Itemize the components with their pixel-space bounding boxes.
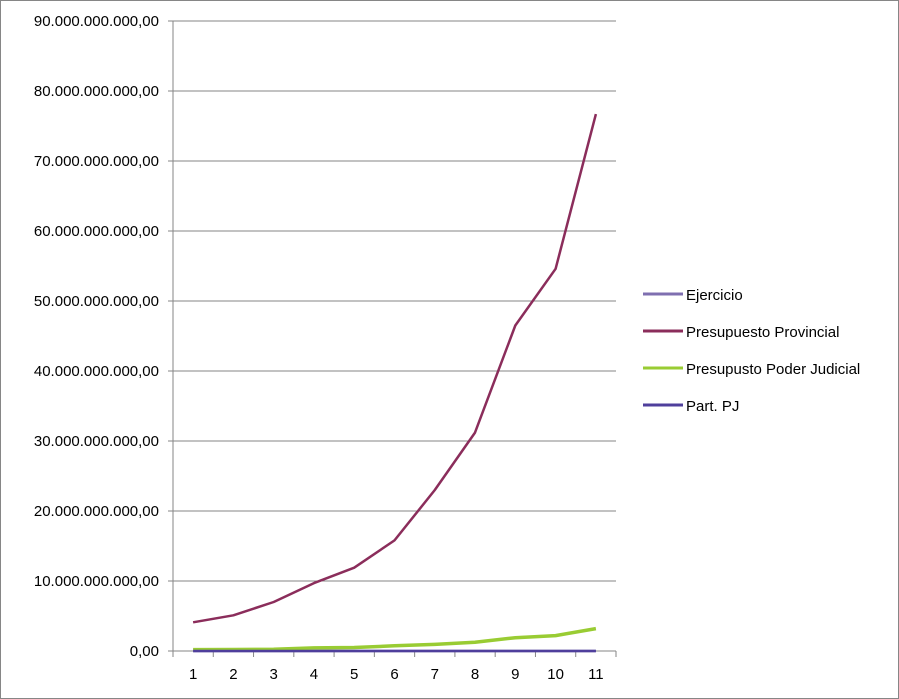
- y-tick-label: 10.000.000.000,00: [34, 573, 159, 590]
- axes: 0,00 10.000.000.000,00 20.000.000.000,00 30…: [34, 13, 617, 683]
- x-tick-label: 3: [270, 666, 278, 683]
- y-tick-label: 30.000.000.000,00: [34, 433, 159, 450]
- y-tick-label: 80.000.000.000,00: [34, 83, 159, 100]
- series-line-3: [193, 626, 597, 652]
- x-tick-label: 1: [189, 666, 197, 683]
- series-line-2: [192, 113, 598, 624]
- x-tick-label: 10: [547, 666, 564, 683]
- legend-label: Part. PJ: [686, 398, 739, 415]
- x-tick-label: 11: [588, 666, 604, 683]
- gridlines: [173, 20, 616, 582]
- y-tick-label: 0,00: [130, 643, 159, 660]
- x-tick-label: 5: [350, 666, 358, 683]
- y-tick-label: 90.000.000.000,00: [34, 13, 159, 30]
- series-lines: [192, 113, 598, 653]
- legend-label: Ejercicio: [686, 287, 743, 304]
- x-tick-label: 6: [390, 666, 398, 683]
- legend: Ejercicio Presupuesto Provincial Presupust…: [643, 287, 860, 415]
- y-tick-label: 50.000.000.000,00: [34, 293, 159, 310]
- x-tick-label: 4: [310, 666, 318, 683]
- x-tick-label: 7: [431, 666, 439, 683]
- y-tick-label: 40.000.000.000,00: [34, 363, 159, 380]
- y-tick-label: 70.000.000.000,00: [34, 153, 159, 170]
- legend-label: Presupusto Poder Judicial: [686, 361, 860, 378]
- y-tick-label: 20.000.000.000,00: [34, 503, 159, 520]
- legend-label: Presupuesto Provincial: [686, 324, 839, 341]
- x-tick-label: 9: [511, 666, 519, 683]
- x-tick-label: 8: [471, 666, 479, 683]
- y-tick-label: 60.000.000.000,00: [34, 223, 159, 240]
- x-tick-label: 2: [229, 666, 237, 683]
